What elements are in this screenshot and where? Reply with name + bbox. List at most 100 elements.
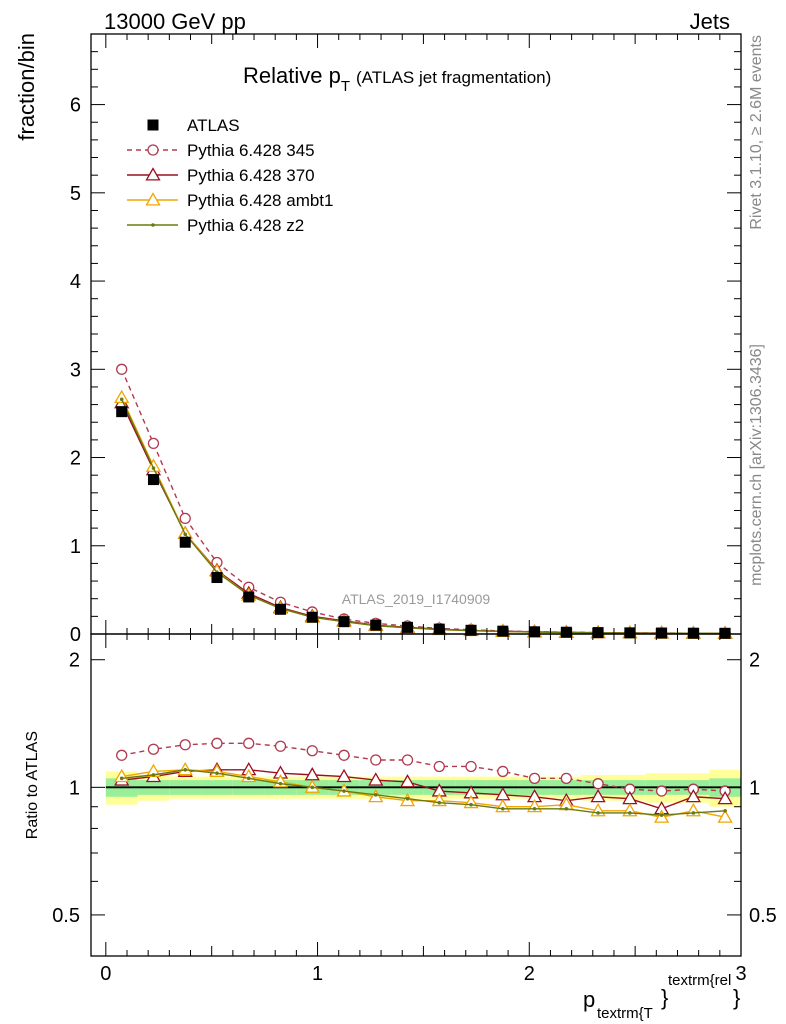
- main-point-atlas: [179, 536, 191, 548]
- ratio-y-tick-label-right: 2: [749, 650, 760, 672]
- main-point-atlas: [560, 626, 572, 638]
- top-ylabel: fraction/bin: [14, 33, 39, 141]
- ratio-point-pythia-6-428-z2: [501, 806, 505, 811]
- ratio-point-pythia-6-428-370: [717, 790, 733, 805]
- ratio-point-pythia-6-428-345: [401, 754, 414, 766]
- xlabel-sup: textrm{rel: [668, 972, 731, 989]
- ratio-point-pythia-6-428-345: [147, 743, 160, 755]
- x-tick-label: 3: [735, 963, 746, 985]
- main-point-atlas: [338, 616, 350, 628]
- ratio-point-pythia-6-428-z2: [532, 806, 537, 811]
- ratio-point-pythia-6-428-370: [336, 768, 352, 783]
- ratio-y-tick-label: 1: [69, 777, 80, 799]
- ratio-point-pythia-6-428-345: [211, 737, 223, 749]
- ratio-point-pythia-6-428-345: [274, 740, 287, 752]
- x-tick-label: 2: [524, 963, 535, 985]
- main-y-tick-label: 6: [70, 95, 81, 117]
- ratio-point-pythia-6-428-370: [399, 774, 416, 788]
- main-point-atlas: [274, 603, 286, 615]
- xlabel-main: p: [583, 987, 595, 1012]
- main-point-atlas: [243, 591, 255, 603]
- ratio-point-pythia-6-428-345: [655, 785, 668, 797]
- bottom-ylabel: Ratio to ATLAS: [24, 731, 41, 839]
- ratio-y-tick-label: 0.5: [52, 905, 80, 927]
- ratio-point-pythia-6-428-z2: [437, 800, 442, 805]
- main-point-atlas: [465, 624, 477, 636]
- ratio-point-pythia-6-428-z2: [628, 811, 632, 815]
- main-y-tick-label: 5: [70, 183, 81, 205]
- ratio-y-tick-label: 2: [69, 650, 80, 672]
- ratio-point-pythia-6-428-345: [179, 739, 191, 751]
- chart-title: Relative pT (ATLAS jet fragmentation): [243, 63, 551, 95]
- ratio-point-pythia-6-428-z2: [373, 793, 378, 797]
- xlabel-sub: textrm{T: [597, 1005, 653, 1022]
- header-left: 13000 GeV pp: [104, 9, 246, 34]
- ratio-point-pythia-6-428-z2: [564, 806, 569, 811]
- main-point-atlas: [370, 619, 382, 631]
- ratio-point-pythia-6-428-z2: [151, 773, 156, 777]
- ratio-point-pythia-6-428-345: [560, 772, 572, 784]
- legend-label: Pythia 6.428 ambt1: [187, 191, 333, 210]
- ratio-line-pythia-6-428-370: [121, 769, 726, 810]
- ratio-point-pythia-6-428-z2: [278, 781, 283, 786]
- ratio-point-pythia-6-428-345: [370, 754, 382, 766]
- xlabel-brace: }: [661, 985, 668, 1010]
- main-point-atlas: [306, 611, 318, 623]
- main-y-tick-label: 2: [70, 448, 81, 470]
- main-point-pythia-6-428-ambt1: [114, 389, 130, 404]
- svg-text:p: p: [583, 987, 595, 1012]
- ratio-point-pythia-6-428-z2: [183, 767, 188, 772]
- ratio-point-pythia-6-428-345: [306, 745, 318, 757]
- legend-marker: [147, 144, 159, 156]
- legend-marker: [145, 167, 161, 181]
- rivet-label: Rivet 3.1.10, ≥ 2.6M events: [748, 35, 765, 230]
- legend-label: Pythia 6.428 345: [187, 141, 315, 160]
- ratio-point-pythia-6-428-z2: [215, 771, 219, 775]
- ratio-point-pythia-6-428-z2: [246, 776, 251, 781]
- chart-title-main: Relative p: [243, 63, 341, 88]
- main-point-pythia-6-428-345: [179, 512, 191, 525]
- main-point-atlas: [529, 626, 541, 638]
- main-point-atlas: [656, 627, 668, 639]
- ratio-point-pythia-6-428-z2: [659, 813, 664, 817]
- header-right: Jets: [690, 9, 730, 34]
- ratio-point-pythia-6-428-345: [338, 749, 350, 761]
- ratio-panel-frame: [90, 633, 742, 957]
- ratio-point-pythia-6-428-370: [685, 788, 701, 803]
- main-point-pythia-6-428-345: [116, 363, 128, 375]
- legend-marker: [145, 192, 161, 206]
- ratio-point-pythia-6-428-370: [590, 788, 606, 803]
- main-point-pythia-6-428-ambt1: [145, 458, 162, 472]
- ratio-point-pythia-6-428-345: [243, 737, 255, 749]
- main-point-pythia-6-428-z2: [119, 397, 124, 402]
- x-tick-label: 0: [100, 963, 111, 985]
- x-tick-label: 1: [312, 963, 323, 985]
- ratio-point-pythia-6-428-z2: [691, 811, 696, 815]
- x-axis-label: p textrm{T } textrm{rel }: [583, 972, 740, 1022]
- ratio-point-pythia-6-428-345: [433, 760, 445, 773]
- ratio-point-pythia-6-428-z2: [310, 785, 315, 790]
- xlabel-sup-brace: }: [733, 985, 740, 1010]
- main-point-atlas: [433, 623, 445, 635]
- analysis-watermark: ATLAS_2019_I1740909: [342, 591, 491, 607]
- main-point-atlas: [497, 625, 509, 637]
- main-point-pythia-6-428-z2: [183, 532, 188, 537]
- ratio-point-pythia-6-428-z2: [723, 809, 727, 813]
- main-point-atlas: [687, 627, 699, 639]
- main-point-pythia-6-428-345: [147, 437, 160, 450]
- ratio-point-pythia-6-428-z2: [119, 776, 124, 781]
- ratio-point-pythia-6-428-345: [497, 765, 509, 778]
- mcplots-label: mcplots.cern.ch [arXiv:1306.3436]: [748, 344, 765, 586]
- ratio-point-pythia-6-428-345: [528, 772, 541, 784]
- main-point-atlas: [147, 474, 159, 486]
- legend-marker: [151, 223, 155, 227]
- legend-label: Pythia 6.428 370: [187, 166, 315, 185]
- ratio-point-pythia-6-428-345: [116, 749, 128, 761]
- ratio-point-pythia-6-428-345: [592, 778, 604, 790]
- main-y-tick-label: 1: [70, 536, 81, 558]
- legend-label: Pythia 6.428 z2: [187, 216, 304, 235]
- main-point-atlas: [402, 621, 414, 633]
- chart-title-sub: T: [341, 78, 350, 95]
- ratio-point-pythia-6-428-ambt1: [717, 809, 733, 823]
